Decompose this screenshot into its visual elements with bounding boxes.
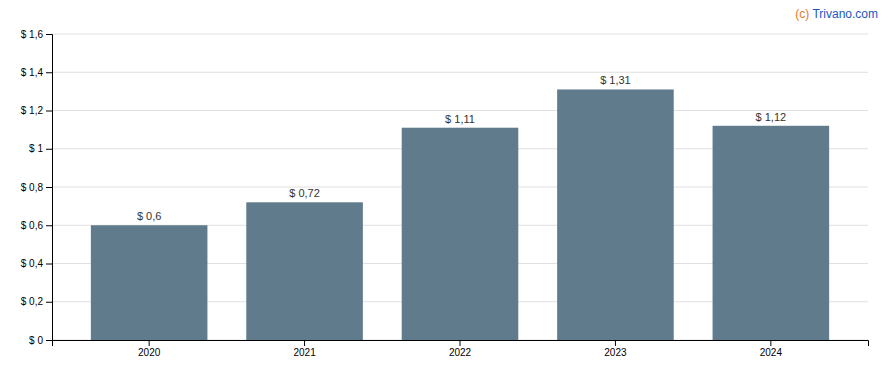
annotation: Trivano.com [809,7,878,21]
y-tick: $ 0,2 [21,296,52,307]
x-tick-label: 2023 [604,347,627,358]
x-tick-mark [770,340,771,346]
x-tick: 2024 [760,340,783,358]
y-tick-mark [46,340,52,341]
y-axis-line [46,35,53,341]
y-tick: $ 0,8 [21,182,52,193]
bar [557,89,674,340]
x-tick-label: 2020 [138,347,161,358]
y-tick: $ 0,6 [21,220,52,231]
x-tick-mark [149,340,150,346]
y-tick-label: $ 1,2 [21,105,44,116]
y-tick: $ 1 [29,143,52,154]
bar [246,202,363,340]
grid-line [52,110,868,111]
y-tick-label: $ 0 [29,335,43,346]
y-axis: $ 0 $ 0,2 $ 0,4 $ 0,6 $ 0,8 $ 1 $ 1,2 $ 1,4 $ 1,… [21,29,53,346]
data-label: $ 1,11 [445,113,475,125]
plot: $ 0 $ 0,2 $ 0,4 $ 0,6 $ 0,8 $ 1 $ 1,2 $ 1,4 $ 1,… [21,29,869,358]
y-tick-label: $ 0,8 [21,182,44,193]
y-tick: $ 0,4 [21,258,52,269]
y-tick-label: $ 0,6 [21,220,44,231]
y-tick: $ 1,4 [21,67,52,78]
bar [91,225,208,340]
y-tick-mark [46,187,52,188]
y-tick-label: $ 0,2 [21,296,44,307]
bar [402,128,519,340]
grid [52,34,868,340]
y-tick-label: $ 1,4 [21,67,44,78]
y-tick-mark [46,149,52,150]
y-tick: $ 0 [29,335,52,346]
y-tick-label: $ 1 [29,143,43,154]
bars [91,89,829,340]
data-label: $ 0,72 [289,187,320,199]
y-tick-label: $ 1,6 [21,29,44,40]
data-label: $ 0,6 [137,210,161,222]
data-label: $ 1,12 [756,111,787,123]
bar [713,126,830,340]
y-tick-label: $ 0,4 [21,258,44,269]
x-axis-line [53,341,869,347]
y-tick-mark [46,72,52,73]
y-tick-mark [46,302,52,303]
watermark: (c) Trivano.com [795,7,878,21]
y-tick-mark [46,264,52,265]
x-tick-mark [304,340,305,346]
grid-line [52,34,868,35]
y-tick: $ 1,6 [21,29,52,40]
x-tick-mark [460,340,461,346]
y-tick-mark [46,111,52,112]
data-labels: $ 0,6 $ 0,72 $ 1,11 $ 1,31 $ 1,12 [137,74,786,222]
x-axis: 2020 2021 2022 2023 2024 [53,340,869,358]
annotation: (c) [795,7,809,21]
x-tick-label: 2021 [293,347,316,358]
chart: $ 0 $ 0,2 $ 0,4 $ 0,6 $ 0,8 $ 1 $ 1,2 $ 1,4 $ 1,… [0,0,888,370]
x-tick-label: 2022 [449,347,472,358]
x-tick: 2022 [449,340,472,358]
x-tick: 2021 [293,340,316,358]
grid-line [52,72,868,73]
x-tick: 2020 [138,340,161,358]
data-label: $ 1,31 [600,74,631,86]
y-tick: $ 1,2 [21,105,52,116]
y-tick-mark [46,34,52,35]
x-tick-label: 2024 [760,347,783,358]
y-tick-mark [46,225,52,226]
x-tick: 2023 [604,340,627,358]
x-tick-mark [615,340,616,346]
